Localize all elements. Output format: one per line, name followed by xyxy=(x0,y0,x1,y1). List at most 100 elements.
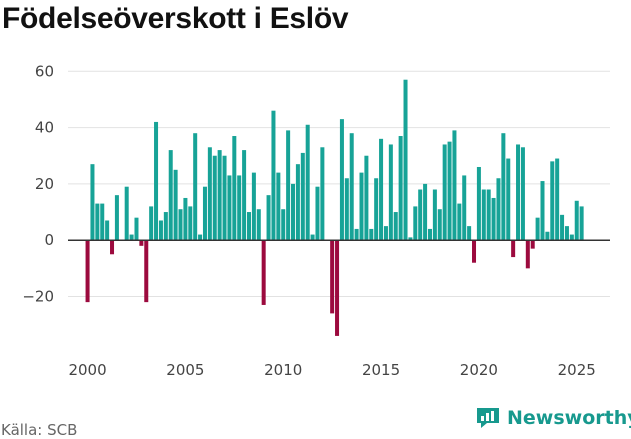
bar xyxy=(281,209,286,241)
bar xyxy=(525,240,530,269)
bar xyxy=(403,79,408,241)
bar xyxy=(271,110,276,241)
bar xyxy=(511,240,516,258)
bar xyxy=(472,240,477,263)
bar xyxy=(295,164,300,241)
bar xyxy=(154,121,159,241)
bar xyxy=(305,124,310,241)
bar xyxy=(462,175,467,241)
bar xyxy=(291,183,296,241)
bar xyxy=(110,240,115,255)
bar xyxy=(286,130,291,241)
bar xyxy=(320,147,325,241)
bar xyxy=(134,217,139,241)
bar xyxy=(383,226,388,241)
bar xyxy=(105,220,110,241)
bar xyxy=(349,133,354,241)
bars xyxy=(85,79,584,336)
bar xyxy=(447,141,452,241)
bar xyxy=(560,214,565,241)
bar xyxy=(330,240,335,314)
bar xyxy=(491,197,496,241)
bar xyxy=(339,119,344,241)
bar xyxy=(202,186,207,241)
bar xyxy=(158,220,163,241)
bar xyxy=(261,240,266,305)
bar xyxy=(193,133,198,241)
y-tick-label: 0 xyxy=(44,231,54,249)
bar xyxy=(374,178,379,241)
bar xyxy=(427,228,432,241)
bar xyxy=(437,209,442,241)
bar xyxy=(520,147,525,241)
bar xyxy=(144,240,149,303)
x-tick-label: 2025 xyxy=(558,361,596,379)
bar xyxy=(476,166,481,241)
bar xyxy=(442,144,447,241)
bar xyxy=(564,226,569,241)
bar xyxy=(540,181,545,241)
bar xyxy=(198,234,203,241)
bar xyxy=(452,130,457,241)
y-tick-label: −20 xyxy=(22,288,54,306)
bar xyxy=(227,175,232,241)
bar xyxy=(555,158,560,241)
x-tick-label: 2020 xyxy=(460,361,498,379)
bar xyxy=(178,209,183,241)
bar xyxy=(256,209,261,241)
bar xyxy=(173,169,178,241)
bar xyxy=(423,183,428,241)
y-tick-label: 40 xyxy=(35,119,54,137)
brand-logo[interactable]: Newsworthy xyxy=(475,406,631,430)
bar xyxy=(183,197,188,241)
x-tick-label: 2010 xyxy=(264,361,302,379)
bar xyxy=(569,234,574,241)
bar xyxy=(501,133,506,241)
bar xyxy=(516,144,521,241)
bar xyxy=(85,240,90,303)
bar xyxy=(207,147,212,241)
bar xyxy=(379,138,384,241)
bar xyxy=(335,240,340,336)
bar xyxy=(300,152,305,241)
bar xyxy=(251,172,256,241)
bar xyxy=(359,172,364,241)
bar xyxy=(535,217,540,241)
y-tick-label: 20 xyxy=(35,175,54,193)
bar xyxy=(149,206,154,241)
x-tick-label: 2000 xyxy=(68,361,106,379)
bar xyxy=(90,164,95,241)
bar xyxy=(457,203,462,241)
bar xyxy=(163,212,168,241)
bar xyxy=(393,212,398,241)
bar xyxy=(398,136,403,241)
bar xyxy=(237,175,242,241)
bar xyxy=(246,212,251,241)
x-tick-label: 2015 xyxy=(362,361,400,379)
x-tick-label: 2005 xyxy=(166,361,204,379)
bar xyxy=(369,228,374,241)
newsworthy-chart-icon xyxy=(477,408,499,428)
bar xyxy=(139,240,144,246)
bar xyxy=(408,237,413,241)
bar xyxy=(168,150,173,241)
bar xyxy=(344,178,349,241)
bar xyxy=(388,144,393,241)
bar xyxy=(545,231,550,241)
bar xyxy=(496,178,501,241)
bar xyxy=(242,150,247,241)
bar xyxy=(486,189,491,241)
bar xyxy=(266,195,271,241)
bar xyxy=(124,186,129,241)
bar xyxy=(114,195,119,241)
bar xyxy=(467,226,472,241)
y-tick-label: 60 xyxy=(35,62,54,80)
bar xyxy=(222,155,227,241)
chart-title: Födelseöverskott i Eslöv xyxy=(2,2,349,35)
bar-chart: −20 0 20 40 60 2000 2005 2010 2015 2020 2025 xyxy=(22,62,610,379)
bar xyxy=(315,186,320,241)
bar xyxy=(550,161,555,241)
bar xyxy=(481,189,486,241)
bar xyxy=(100,203,105,241)
bar xyxy=(95,203,100,241)
